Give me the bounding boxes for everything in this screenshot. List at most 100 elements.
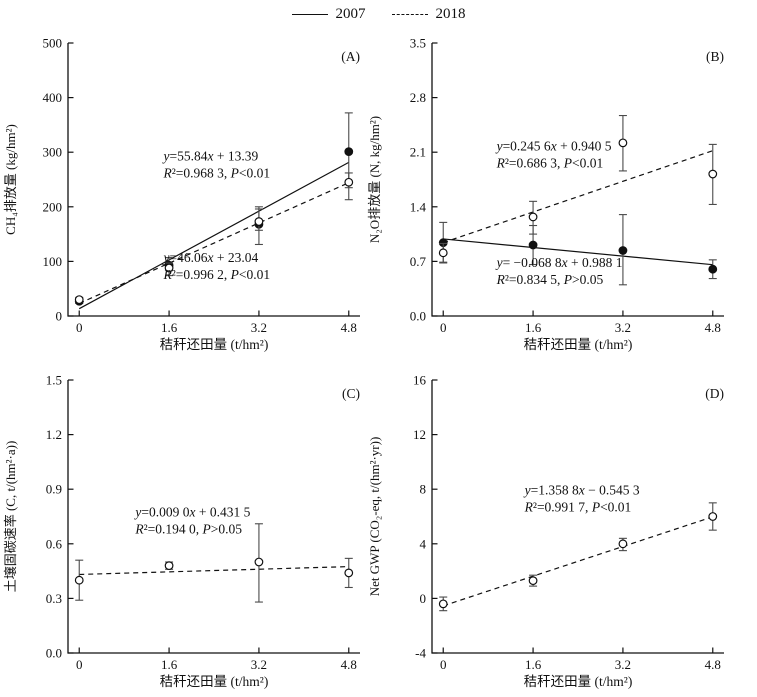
x-tick-label: 3.2: [251, 657, 267, 672]
data-point-2007: [618, 246, 628, 255]
x-axis-label: 秸秆还田量 (t/hm²): [160, 337, 269, 352]
x-tick-label: 0: [440, 320, 447, 335]
solid-line-sample: [291, 14, 328, 15]
x-tick-label: 1.6: [161, 320, 178, 335]
panel-a-chart: 0 100 200 300 400 500 0 1.6 3.2 4.8 秸秆还田量 (t/hm²) C…: [3, 36, 360, 352]
panel-letter: (C): [342, 386, 360, 401]
y-tick-label: 400: [43, 90, 63, 105]
panel-d-chart: -4 0 4 8 12 16 0 1.6 3.2 4.8 秸秆还田量 (t/hm²) Net GWP …: [367, 373, 724, 689]
data-point-2018: [618, 138, 628, 148]
data-point-2018: [254, 557, 264, 567]
data-point-2018: [438, 599, 448, 609]
legend-label-2018: 2018: [435, 6, 466, 22]
panel-letter: (D): [705, 386, 724, 401]
fit-line-2007: [78, 161, 350, 310]
y-tick-label: 16: [413, 373, 427, 388]
x-tick-label: 4.8: [705, 320, 721, 335]
equation-annotation: y=0.245 6x + 0.940 5: [495, 139, 612, 154]
x-axis-label: 秸秆还田量 (t/hm²): [160, 674, 269, 689]
data-point-2007: [528, 240, 538, 250]
series-2018: [74, 172, 354, 305]
y-tick-label: 0.7: [410, 254, 427, 269]
x-tick-label: 4.8: [341, 320, 357, 335]
y-axis-label: CH₄排放量 (kg/hm²): [3, 124, 18, 235]
y-tick-label: 0.0: [410, 309, 426, 324]
equation-annotation: y=1.358 8x − 0.545 3: [523, 483, 640, 498]
x-axis-label: 秸秆还田量 (t/hm²): [524, 337, 633, 352]
data-point-2018: [164, 263, 174, 273]
dashed-line-sample: [391, 14, 428, 15]
y-tick-label: 500: [43, 36, 63, 51]
equation-annotation: y=46.06x + 23.04: [161, 250, 258, 265]
series-2018: [438, 114, 718, 263]
x-tick-label: 4.8: [341, 657, 357, 672]
y-tick-label: -4: [415, 646, 426, 661]
panel-b-chart: 0.0 0.7 1.4 2.1 2.8 3.5 0 1.6 3.2 4.8 秸秆还田量 (t/hm²…: [367, 36, 724, 352]
data-point-2018: [708, 169, 718, 179]
x-tick-label: 0: [440, 657, 447, 672]
x-axis-label: 秸秆还田量 (t/hm²): [524, 674, 633, 689]
y-tick-label: 8: [420, 482, 427, 497]
y-tick-label: 200: [43, 199, 63, 214]
y-tick-label: 2.1: [410, 145, 426, 160]
equation-annotation: R²=0.991 7, P<0.01: [524, 500, 632, 515]
y-axis-label: 土壤固碳速率 (C, t/(hm²·a)): [3, 441, 18, 593]
x-tick-label: 1.6: [161, 657, 178, 672]
equation-annotation: R²=0.996 2, P<0.01: [162, 267, 270, 282]
legend-label-2007: 2007: [335, 6, 366, 22]
x-tick-label: 3.2: [615, 320, 631, 335]
fit-line-2018: [79, 566, 349, 576]
y-tick-label: 0.3: [46, 591, 62, 606]
y-tick-label: 1.2: [46, 427, 62, 442]
data-point-2018: [344, 177, 354, 187]
y-axis-label: Net GWP (CO₂-eq, t/(hm²·yr)): [367, 437, 382, 597]
series-2018: [438, 502, 718, 612]
y-tick-label: 300: [43, 145, 63, 160]
fit-line-2018: [443, 516, 713, 607]
y-axis-label: N₂O排放量 (N, kg/hm²): [367, 116, 382, 243]
y-tick-label: 12: [413, 427, 426, 442]
panel-letter: (A): [341, 49, 360, 64]
x-tick-label: 4.8: [705, 657, 721, 672]
axes: [431, 380, 724, 654]
x-tick-label: 3.2: [251, 320, 267, 335]
y-tick-label: 0.6: [46, 536, 63, 551]
data-point-2018: [528, 212, 538, 222]
legend-item-2007: 2007: [291, 6, 366, 23]
data-point-2007: [708, 264, 718, 274]
y-tick-label: 2.8: [410, 90, 426, 105]
panel-c-chart: 0.0 0.3 0.6 0.9 1.2 1.5 0 1.6 3.2 4.8 秸秆还田量 (t/hm²…: [3, 373, 360, 689]
y-tick-label: 0: [420, 591, 427, 606]
data-point-2018: [708, 512, 718, 521]
equation-annotation: R²=0.834 5, P>0.05: [496, 272, 604, 287]
series-2007: [438, 214, 718, 286]
x-tick-label: 3.2: [615, 657, 631, 672]
x-tick-label: 1.6: [525, 657, 542, 672]
chart-legend: 2007 2018: [0, 6, 757, 23]
legend-item-2018: 2018: [391, 6, 466, 23]
data-point-2018: [344, 568, 354, 578]
fit-line-2007: [443, 238, 713, 266]
data-point-2018: [528, 576, 538, 586]
x-tick-label: 0: [76, 657, 83, 672]
data-point-2018: [254, 217, 264, 226]
fit-line-2018: [443, 150, 713, 244]
fit-line-2018: [78, 182, 350, 304]
y-tick-label: 0: [56, 309, 63, 324]
data-point-2007: [344, 147, 354, 157]
y-tick-label: 1.4: [410, 199, 427, 214]
equation-annotation: R²=0.194 0, P>0.05: [134, 522, 242, 537]
data-point-2018: [618, 539, 628, 549]
data-point-2018: [438, 248, 448, 258]
equation-annotation: y= −0.068 8x + 0.988 1: [495, 255, 623, 270]
equation-annotation: y=0.009 0x + 0.431 5: [133, 505, 250, 520]
y-tick-label: 0.0: [46, 646, 62, 661]
y-tick-label: 3.5: [410, 36, 426, 51]
data-point-2018: [74, 575, 84, 585]
y-tick-label: 1.5: [46, 373, 62, 388]
panel-letter: (B): [706, 49, 724, 64]
equation-annotation: y=55.84x + 13.39: [161, 148, 258, 163]
y-tick-label: 4: [420, 536, 427, 551]
equation-annotation: R²=0.686 3, P<0.01: [496, 156, 604, 171]
